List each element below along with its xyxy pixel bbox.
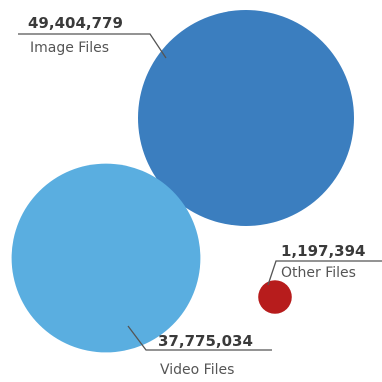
bubble-image-files	[138, 10, 354, 226]
leader-video-files	[127, 325, 272, 351]
category-label-other-files: Other Files	[281, 265, 356, 281]
category-label-image-files: Image Files	[30, 40, 109, 56]
bubble-video-files	[11, 163, 201, 353]
value-label-image-files: 49,404,779	[28, 14, 123, 32]
category-label-video-files: Video Files	[160, 362, 234, 378]
leader-image-files	[18, 33, 167, 59]
value-label-other-files: 1,197,394	[281, 242, 365, 260]
value-label-video-files: 37,775,034	[158, 332, 253, 350]
bubble-other-files	[258, 280, 292, 314]
leader-other-files	[267, 260, 382, 286]
